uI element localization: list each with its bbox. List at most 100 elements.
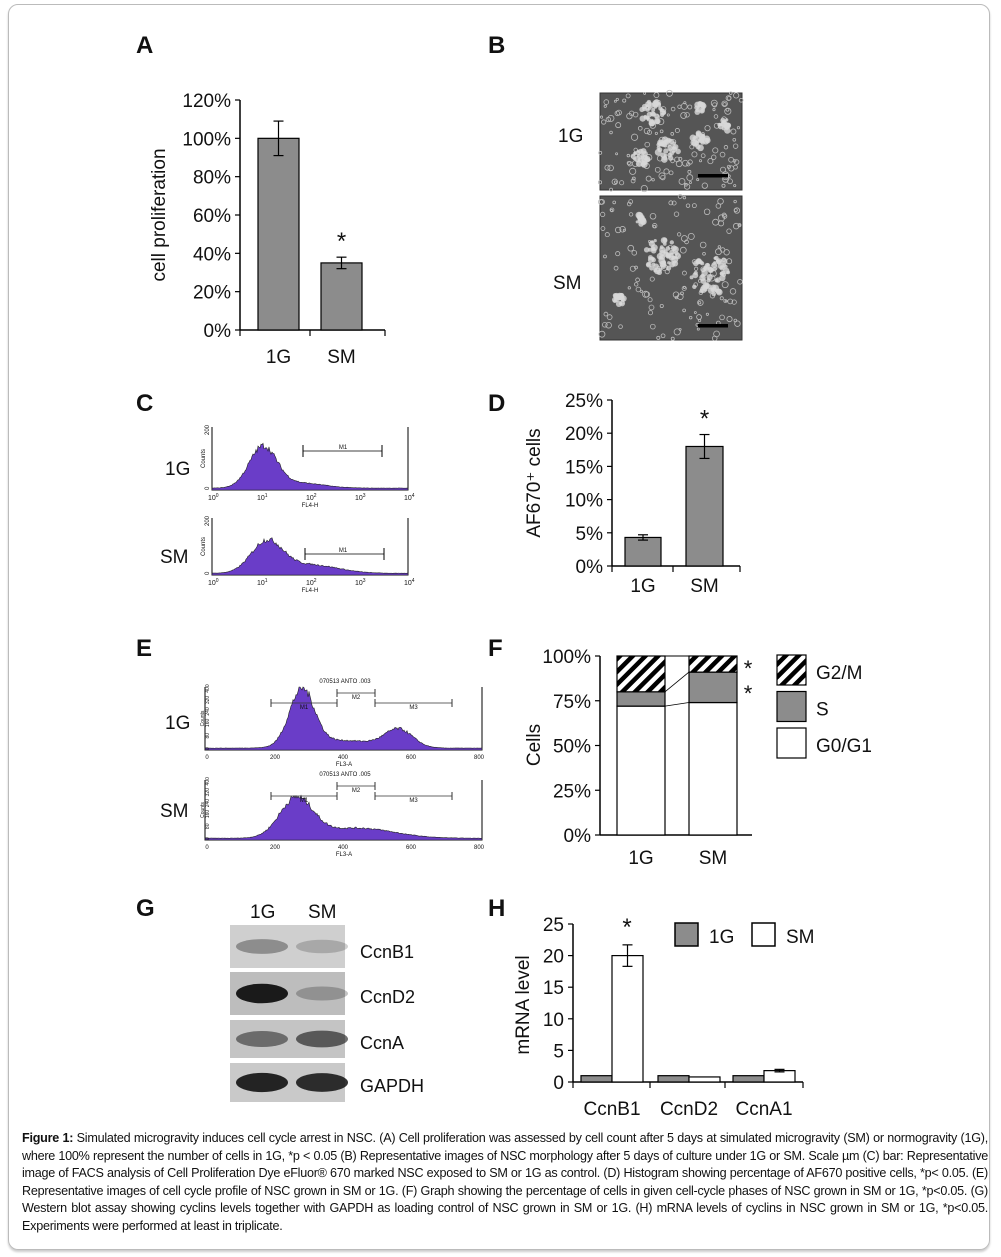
legend-swatch: [751, 922, 776, 947]
cell: [691, 151, 698, 158]
neurosphere-cell: [613, 292, 620, 300]
cell: [724, 299, 728, 303]
neurosphere-cell: [672, 150, 676, 154]
significance-asterisk: *: [337, 228, 346, 255]
neurosphere-cell: [723, 124, 728, 128]
gate-label: M1: [339, 445, 348, 451]
stacked-segment-g2-m: [688, 655, 738, 673]
caption-text: Simulated microgravity induces cell cycl…: [22, 1131, 988, 1233]
y-tick-label: 10%: [565, 491, 603, 512]
neurosphere-cell: [694, 141, 700, 146]
y-tick-label: 40%: [193, 244, 231, 265]
micrograph-label-1g: 1G: [558, 126, 583, 147]
cell: [681, 270, 687, 276]
cellcycle-x-tick: 800: [474, 755, 485, 761]
cell: [730, 128, 737, 135]
cell: [691, 203, 697, 209]
cell: [720, 166, 727, 173]
neurosphere-cell: [667, 261, 671, 265]
facs-histogram-1g: [211, 427, 409, 491]
cellcycle-x-label: FL3-A: [336, 852, 352, 858]
cell: [684, 183, 691, 190]
neurosphere-cell: [698, 136, 705, 143]
y-tick-label: 5: [553, 1041, 564, 1062]
cell: [731, 299, 737, 305]
neurosphere-cell: [700, 278, 707, 284]
cell: [732, 143, 739, 149]
cell: [729, 288, 737, 295]
cell: [645, 175, 652, 182]
cellcycle-y-tick: 160: [205, 719, 211, 728]
blot-row-ccnb1: [230, 925, 348, 968]
cell: [632, 111, 639, 118]
bar-ccnb1-sm: [611, 954, 644, 1083]
cell: [604, 232, 610, 238]
cell: [599, 115, 604, 119]
cell: [705, 312, 709, 316]
facs-x-label: FL4-H: [302, 588, 319, 594]
tick-exponent: 2: [314, 493, 317, 499]
stacked-segment-g2-m: [616, 655, 666, 693]
neurosphere-cell: [645, 108, 650, 112]
cellcycle-y-tick: 0: [205, 837, 211, 840]
facs-x-tick: 103: [355, 578, 366, 587]
cell: [717, 214, 726, 222]
cellcycle-x-tick: 200: [270, 755, 281, 761]
cell: [618, 324, 623, 329]
y-tick-label: 15%: [565, 457, 603, 478]
cell: [615, 251, 621, 257]
cell: [652, 223, 658, 229]
neurosphere-cell: [706, 274, 713, 281]
x-tick-label: 1G: [266, 347, 291, 368]
neurosphere-cell: [618, 294, 625, 301]
legend-label: G0/G1: [816, 736, 872, 757]
neurosphere-cell: [672, 144, 679, 150]
panel-label-g: G: [136, 895, 155, 922]
cell: [670, 336, 675, 341]
facs-x-label: FL4-H: [302, 503, 319, 509]
neurosphere-cell: [638, 214, 645, 221]
connector-line: [664, 702, 690, 707]
cell: [635, 286, 642, 293]
facs-x-tick: 104: [404, 493, 415, 502]
bar-ccnd2-sm: [688, 1076, 721, 1083]
blot-band-ccnd2: CcnD2: [360, 987, 415, 1007]
histogram-fill: [211, 442, 409, 491]
neurosphere-cell: [654, 148, 662, 156]
cell: [614, 226, 622, 234]
neurosphere-cell: [649, 118, 655, 125]
y-tick-label: 25%: [565, 391, 603, 412]
neurosphere-cell: [696, 132, 700, 136]
cell: [679, 246, 687, 254]
y-tick-label: 20%: [193, 283, 231, 304]
cellcycle-histogram-sm: [204, 780, 483, 841]
blot-row-ccna: [230, 1020, 348, 1058]
cell: [666, 89, 673, 97]
cell: [647, 297, 653, 303]
cell: [726, 228, 732, 234]
cell: [732, 137, 737, 142]
cell: [640, 185, 648, 193]
cell: [609, 187, 613, 192]
cell: [725, 95, 732, 102]
cell: [668, 200, 674, 206]
x-tick-label: SM: [690, 576, 719, 597]
cell: [721, 183, 726, 188]
cell: [719, 314, 725, 321]
cell: [676, 232, 682, 237]
cell: [684, 239, 689, 245]
cell: [653, 92, 660, 99]
y-axis-label: Cells: [524, 724, 545, 766]
neurosphere-cell: [715, 277, 721, 283]
facs-y-label: Counts: [201, 537, 207, 556]
neurosphere-cell: [635, 220, 639, 224]
panel-label-a: A: [136, 32, 153, 59]
protein-band: [236, 939, 288, 954]
cell: [604, 164, 611, 171]
cell: [684, 112, 690, 118]
protein-band: [296, 939, 348, 954]
cell: [654, 131, 658, 135]
cell: [712, 335, 718, 342]
cell: [723, 145, 729, 150]
